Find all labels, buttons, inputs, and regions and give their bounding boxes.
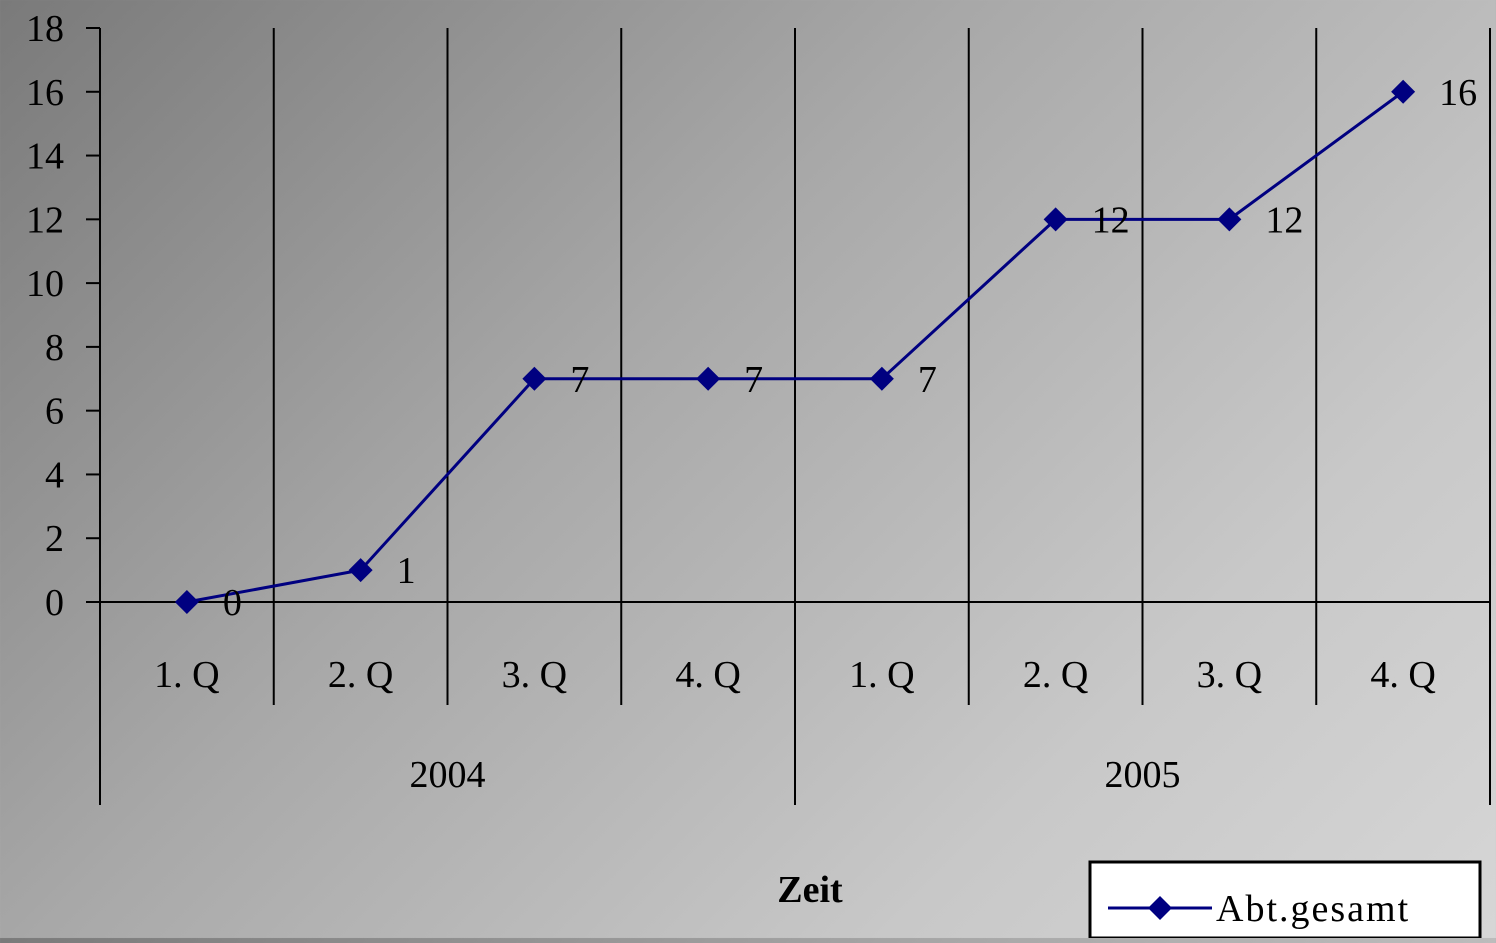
data-point-marker — [522, 366, 547, 391]
y-tick-label: 0 — [45, 582, 64, 624]
x-category-label: 1. Q — [154, 654, 219, 696]
data-label: 16 — [1439, 72, 1477, 114]
x-category-label: 4. Q — [675, 654, 740, 696]
x-category-label: 4. Q — [1370, 654, 1435, 696]
data-label: 7 — [918, 359, 937, 401]
x-group-label: 2004 — [410, 754, 486, 796]
data-label: 12 — [1265, 199, 1303, 241]
data-point-marker — [696, 366, 721, 391]
legend-marker — [1148, 896, 1172, 920]
x-axis-title: Zeit — [777, 869, 843, 911]
data-point-marker — [1043, 207, 1068, 232]
y-tick-label: 8 — [45, 327, 64, 369]
data-point-marker — [869, 366, 894, 391]
y-tick-label: 12 — [26, 199, 64, 241]
y-tick-label: 2 — [45, 518, 64, 560]
data-point-marker — [174, 590, 199, 614]
data-label: 7 — [744, 359, 763, 401]
x-category-label: 2. Q — [1023, 654, 1088, 696]
y-tick-label: 14 — [26, 136, 64, 178]
y-tick-label: 16 — [26, 72, 64, 114]
series-line — [186, 90, 1405, 604]
data-point-marker — [1217, 207, 1242, 232]
y-tick-label: 6 — [45, 391, 64, 433]
x-category-label: 3. Q — [502, 654, 567, 696]
data-label: 1 — [397, 550, 416, 592]
data-point-marker — [348, 558, 373, 583]
y-tick-label: 4 — [45, 454, 64, 496]
y-tick-label: 10 — [26, 263, 64, 305]
data-point-marker — [1391, 79, 1416, 104]
data-label: 7 — [570, 359, 589, 401]
y-tick-label: 18 — [26, 8, 64, 50]
data-label: 12 — [1092, 199, 1130, 241]
legend-label: Abt.gesamt — [1216, 888, 1410, 930]
x-category-label: 3. Q — [1197, 654, 1262, 696]
legend-box — [1088, 860, 1482, 940]
x-group-label: 2005 — [1105, 754, 1181, 796]
data-label: 0 — [223, 582, 242, 624]
x-category-label: 2. Q — [328, 654, 393, 696]
x-category-label: 1. Q — [849, 654, 914, 696]
